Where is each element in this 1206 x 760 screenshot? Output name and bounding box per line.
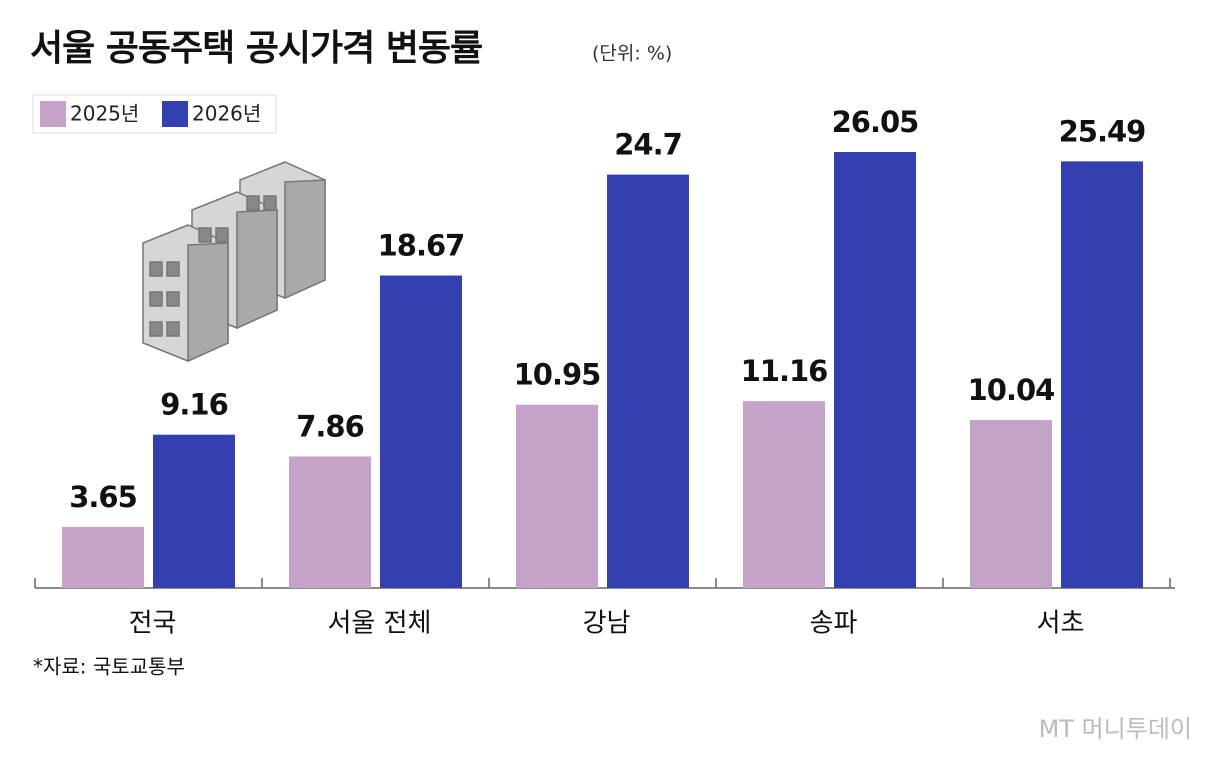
bar (1061, 161, 1143, 588)
value-label: 10.04 (968, 373, 1055, 407)
x-tick-label: 서울 전체 (328, 609, 432, 639)
source: *자료: 국토교통부 (33, 655, 185, 679)
building-illustration (142, 161, 326, 363)
bar (153, 434, 235, 588)
x-tick-label: 송파 (810, 609, 858, 639)
bar (289, 456, 371, 588)
chart-subtitle: (단위: %) (592, 43, 672, 65)
value-label: 24.7 (614, 128, 682, 162)
value-label: 7.86 (296, 409, 364, 443)
bar (743, 401, 825, 588)
bar (62, 526, 144, 588)
bar (834, 152, 916, 588)
x-tick-label: 강남 (583, 609, 631, 639)
bar (607, 174, 689, 588)
bar (380, 275, 462, 588)
value-label: 25.49 (1059, 114, 1146, 148)
legend-label: 2026년 (192, 102, 261, 126)
chart-title: 서울 공동주택 공시가격 변동률 (30, 28, 482, 69)
watermark: MT 머니투데이 (1039, 715, 1192, 743)
value-label: 10.95 (514, 358, 601, 392)
value-label: 11.16 (741, 354, 828, 388)
legend-box (32, 94, 277, 134)
legend-swatch (40, 101, 66, 127)
x-tick-label: 서초 (1037, 609, 1085, 639)
value-label: 9.16 (160, 388, 228, 422)
bar (970, 419, 1052, 588)
x-tick-label: 전국 (129, 609, 177, 639)
value-label: 18.67 (378, 229, 465, 263)
value-label: 3.65 (69, 480, 137, 514)
value-label: 26.05 (832, 105, 919, 139)
legend-label: 2025년 (70, 102, 139, 126)
bar (516, 404, 598, 588)
legend-swatch (162, 101, 188, 127)
